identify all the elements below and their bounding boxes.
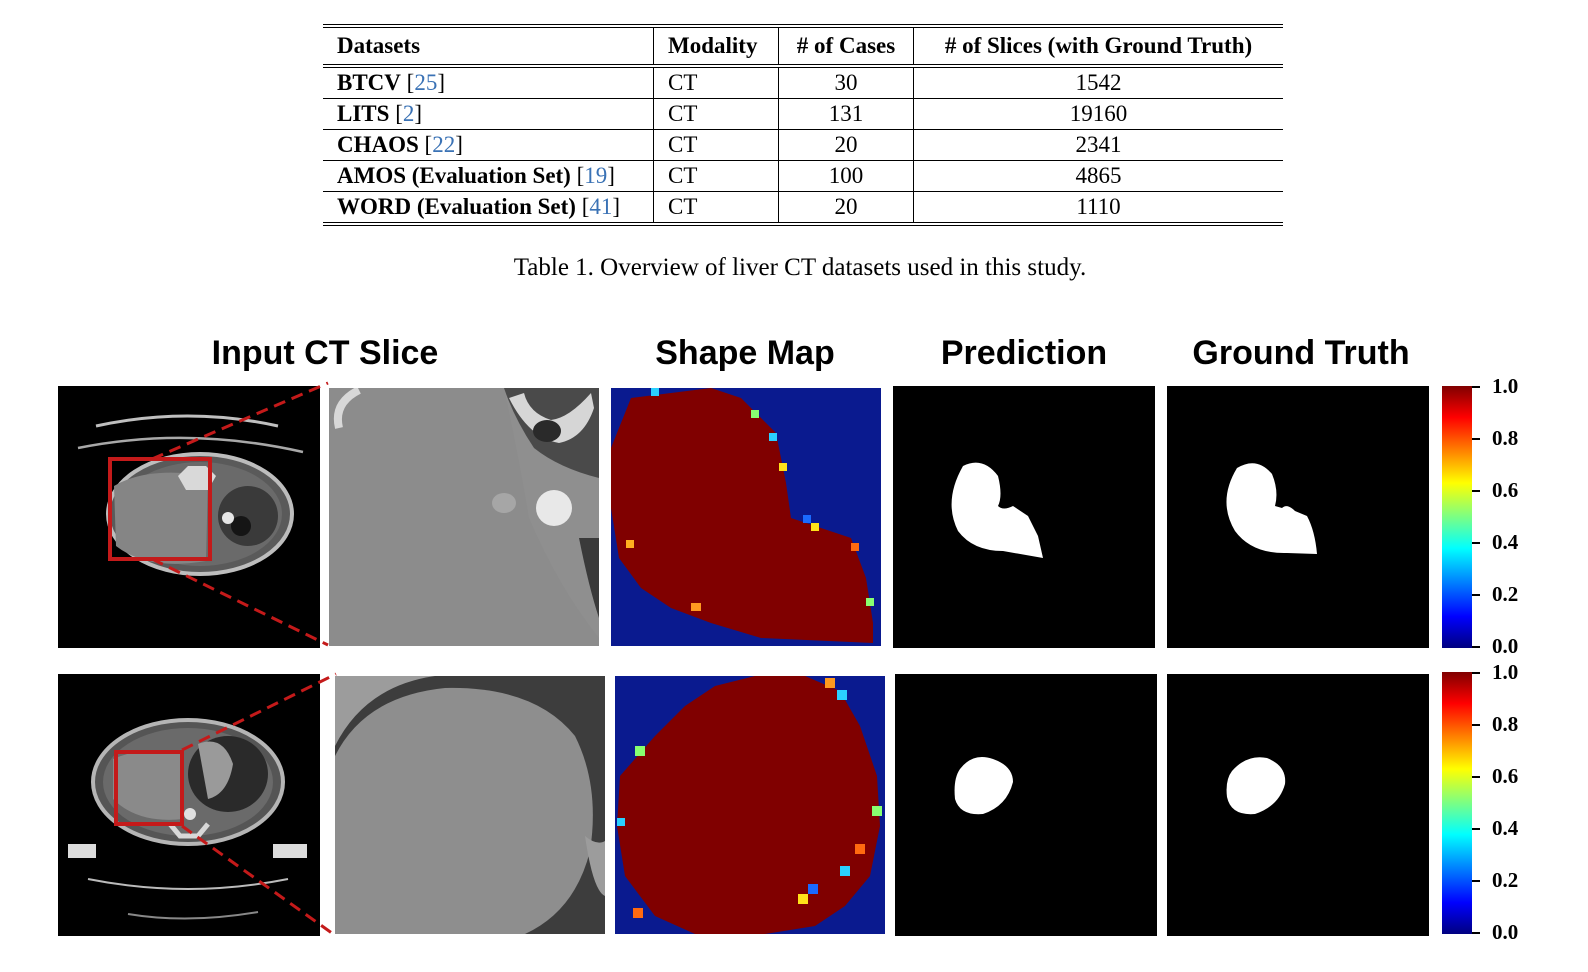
shape-map-2	[615, 676, 885, 934]
title-prediction: Prediction	[940, 334, 1108, 372]
table-row: AMOS (Evaluation Set) [19] CT 100 4865	[323, 160, 1283, 192]
ground-truth-2	[1167, 674, 1429, 936]
header-slices: # of Slices (with Ground Truth)	[913, 26, 1283, 68]
dataset-cell: CHAOS [22]	[323, 129, 654, 161]
dataset-cell: BTCV [25]	[323, 66, 654, 99]
zoom-lines-2	[181, 672, 337, 938]
dataset-name: CHAOS	[337, 132, 419, 157]
slices-cell: 1110	[913, 191, 1283, 226]
citation-link[interactable]: 22	[432, 132, 456, 157]
prediction-1	[893, 386, 1155, 648]
zoom-lines-1	[151, 381, 329, 647]
table-row: BTCV [25] CT 30 1542	[323, 66, 1283, 99]
table-row: WORD (Evaluation Set) [41] CT 20 1110	[323, 191, 1283, 226]
shape-map-1	[611, 388, 881, 646]
cases-cell: 131	[778, 98, 914, 130]
header-datasets: Datasets	[323, 26, 654, 68]
slices-cell: 4865	[913, 160, 1283, 192]
colorbar-tick: 0.2	[1492, 582, 1519, 606]
modality-cell: CT	[653, 66, 779, 99]
dataset-name: WORD (Evaluation Set)	[337, 194, 576, 219]
colorbar-tick: 0.6	[1492, 764, 1519, 788]
title-ground-truth: Ground Truth	[1192, 334, 1410, 372]
prediction-2	[895, 674, 1157, 936]
citation-link[interactable]: 19	[584, 163, 608, 188]
table-header-row: Datasets Modality # of Cases # of Slices…	[323, 26, 1283, 68]
colorbar-tick: 0.0	[1492, 920, 1519, 944]
modality-cell: CT	[653, 191, 779, 226]
colorbar-tick: 0.8	[1492, 426, 1519, 450]
modality-cell: CT	[653, 129, 779, 161]
dataset-cell: LITS [2]	[323, 98, 654, 130]
citation-link[interactable]: 2	[402, 101, 415, 126]
colorbar-tick: 0.4	[1492, 530, 1519, 554]
dataset-cell: AMOS (Evaluation Set) [19]	[323, 160, 654, 192]
slices-cell: 2341	[913, 129, 1283, 161]
cases-cell: 30	[778, 66, 914, 99]
colorbar-tick: 0.4	[1492, 816, 1519, 840]
colorbar-2	[1442, 672, 1482, 934]
colorbar-tick: 0.8	[1492, 712, 1519, 736]
slices-cell: 19160	[913, 98, 1283, 130]
dataset-name: BTCV	[337, 70, 401, 95]
dataset-name: LITS	[337, 101, 390, 126]
colorbar-tick: 0.2	[1492, 868, 1519, 892]
table-row: LITS [2] CT 131 19160	[323, 98, 1283, 130]
modality-cell: CT	[653, 160, 779, 192]
modality-cell: CT	[653, 98, 779, 130]
cases-cell: 100	[778, 160, 914, 192]
citation-link[interactable]: 25	[414, 70, 438, 95]
colorbar-tick: 0.0	[1492, 634, 1519, 658]
colorbar-1	[1442, 386, 1482, 648]
citation-link[interactable]: 41	[589, 194, 613, 219]
table-caption: Table 1. Overview of liver CT datasets u…	[513, 254, 1087, 281]
ct-slice-zoom-1	[329, 388, 599, 646]
colorbar-tick: 1.0	[1492, 374, 1519, 398]
ct-slice-zoom-2	[335, 676, 605, 934]
colorbar-tick: 0.6	[1492, 478, 1519, 502]
dataset-table: Datasets Modality # of Cases # of Slices…	[323, 24, 1283, 226]
cases-cell: 20	[778, 191, 914, 226]
header-modality: Modality	[653, 26, 779, 68]
dataset-cell: WORD (Evaluation Set) [41]	[323, 191, 654, 226]
colorbar-tick: 1.0	[1492, 660, 1519, 684]
ct-slice-full-1	[58, 386, 320, 648]
cases-cell: 20	[778, 129, 914, 161]
header-cases: # of Cases	[778, 26, 914, 68]
table-row: CHAOS [22] CT 20 2341	[323, 129, 1283, 161]
ground-truth-1	[1167, 386, 1429, 648]
title-shape-map: Shape Map	[655, 334, 835, 372]
dataset-name: AMOS (Evaluation Set)	[337, 163, 571, 188]
slices-cell: 1542	[913, 66, 1283, 99]
title-input-ct-slice: Input CT Slice	[211, 334, 439, 372]
